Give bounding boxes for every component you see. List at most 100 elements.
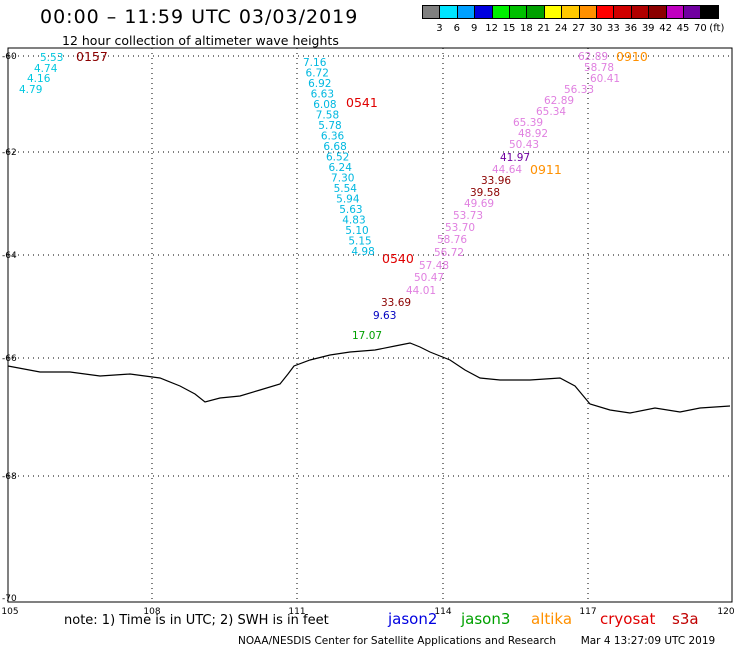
swh-value: 6.08 <box>313 99 336 111</box>
swh-value: 58.78 <box>584 62 614 74</box>
swh-value: 39.58 <box>470 187 500 199</box>
satellite-altika: altika <box>531 610 573 628</box>
swh-value: 6.36 <box>321 131 345 143</box>
swh-value: 5.94 <box>336 194 360 206</box>
longitude-label: 120 <box>717 607 734 617</box>
swh-value: 4.79 <box>19 84 42 96</box>
longitude-label: 105 <box>1 607 18 617</box>
swh-value: 53.73 <box>453 210 483 222</box>
satellite-s3a: s3a <box>672 610 699 628</box>
swh-value: 44.01 <box>406 285 436 297</box>
legend-label: 70 <box>694 23 707 34</box>
swh-value: 56.72 <box>434 247 464 259</box>
swh-value: 7.58 <box>316 110 339 122</box>
latitude-label: -64 <box>2 251 17 261</box>
longitude-label: 111 <box>288 607 305 617</box>
swh-value: 33.96 <box>481 175 511 187</box>
timestamp-text: Mar 4 13:27:09 UTC 2019 <box>580 635 716 647</box>
swh-value: 4.98 <box>351 246 374 258</box>
longitude-label: 108 <box>143 607 160 617</box>
axis-labels: -60 -62 -64 -66 -68 -70 105 108 111 114 117 120 <box>1 52 734 617</box>
satellite-cryosat: cryosat <box>600 610 656 628</box>
legend-label: 27 <box>572 23 585 34</box>
swh-value: 5.15 <box>348 236 371 248</box>
legend-label: 9 <box>471 23 478 34</box>
pass-time-label: 0540 <box>382 251 414 266</box>
legend-label: (ft) <box>709 23 725 34</box>
legend-label: 24 <box>554 23 568 34</box>
altimeter-tracks: 5.534.744.164.79 7.166.726.926.636.087.58… <box>19 51 620 342</box>
swh-value: 33.69 <box>381 297 411 309</box>
legend-label: 21 <box>537 23 551 34</box>
swh-value: 4.83 <box>342 215 365 227</box>
legend-label: 36 <box>624 23 638 34</box>
swh-value: 62.89 <box>544 95 574 107</box>
legend-label: 15 <box>502 23 516 34</box>
graticule <box>8 48 732 602</box>
swh-value: 5.78 <box>318 120 341 132</box>
legend-label: 6 <box>453 23 460 34</box>
map-frame <box>7 47 733 603</box>
swh-value: 6.63 <box>311 89 334 101</box>
swh-value: 65.34 <box>536 106 566 118</box>
page-subtitle: 12 hour collection of altimeter wave hei… <box>62 33 339 48</box>
swh-value: 9.63 <box>373 310 396 322</box>
pass-time-label: 0157 <box>76 49 108 64</box>
swh-value: 17.07 <box>352 330 382 342</box>
coastline <box>7 342 731 414</box>
legend-label: 12 <box>485 23 498 34</box>
swh-value: 6.68 <box>323 141 346 153</box>
swh-value: 4.16 <box>27 73 51 85</box>
pass-time-label: 0910 <box>616 49 648 64</box>
legend-label: 45 <box>676 23 690 34</box>
pass-time-label: 0541 <box>346 95 378 110</box>
swh-value: 65.39 <box>513 117 543 129</box>
swh-value: 6.72 <box>306 68 329 80</box>
swh-value: 53.70 <box>445 222 475 234</box>
satellite-jason2: jason2 <box>388 610 438 628</box>
satellite-jason3: jason3 <box>461 610 511 628</box>
swh-value: 44.64 <box>492 164 522 176</box>
swh-value: 5.53 <box>40 52 63 64</box>
swh-value: 6.24 <box>329 162 353 174</box>
legend-label: 18 <box>520 23 533 34</box>
units-note: note: 1) Time is in UTC; 2) SWH is in fe… <box>64 613 329 628</box>
swh-value: 50.47 <box>414 272 444 284</box>
latitude-label: -68 <box>2 472 17 482</box>
legend-label: 33 <box>607 23 620 34</box>
pass-labels: 0157 0541 0540 0910 0911 <box>76 49 648 266</box>
legend-label: 42 <box>659 23 672 34</box>
swh-value: 48.92 <box>518 128 548 140</box>
latitude-label: -70 <box>2 594 17 604</box>
latitude-label: -62 <box>2 148 17 158</box>
swh-value: 49.69 <box>464 198 494 210</box>
latitude-label: -66 <box>2 354 17 364</box>
pass-time-label: 0911 <box>530 162 562 177</box>
swh-value: 50.43 <box>509 139 539 151</box>
legend-swatch <box>700 5 719 19</box>
credit-text: NOAA/NESDIS Center for Satellite Applica… <box>238 635 556 647</box>
legend-label: 30 <box>589 23 603 34</box>
footer-credit: NOAA/NESDIS Center for Satellite Applica… <box>238 635 715 647</box>
legend-label: 3 <box>436 23 443 34</box>
longitude-label: 117 <box>579 607 596 617</box>
swh-value: 5.54 <box>334 183 358 195</box>
latitude-label: -60 <box>2 52 17 62</box>
longitude-label: 114 <box>434 607 451 617</box>
swh-value: 6.92 <box>308 78 331 90</box>
swh-value: 5.63 <box>339 204 362 216</box>
swh-value: 62.89 <box>578 51 608 63</box>
swh-value: 56.33 <box>564 84 594 96</box>
page-title: 00:00 – 11:59 UTC 03/03/2019 <box>40 6 359 28</box>
swh-value: 7.16 <box>303 57 327 69</box>
legend-label: 39 <box>641 23 655 34</box>
swh-value: 58.76 <box>437 234 467 246</box>
swh-value: 41.97 <box>500 152 530 164</box>
swh-value: 4.74 <box>34 63 58 75</box>
swh-value: 7.30 <box>331 173 354 185</box>
swh-value: 57.48 <box>419 260 449 272</box>
swh-value: 6.52 <box>326 152 349 164</box>
swh-value: 5.10 <box>345 225 368 237</box>
swh-value: 60.41 <box>590 73 620 85</box>
